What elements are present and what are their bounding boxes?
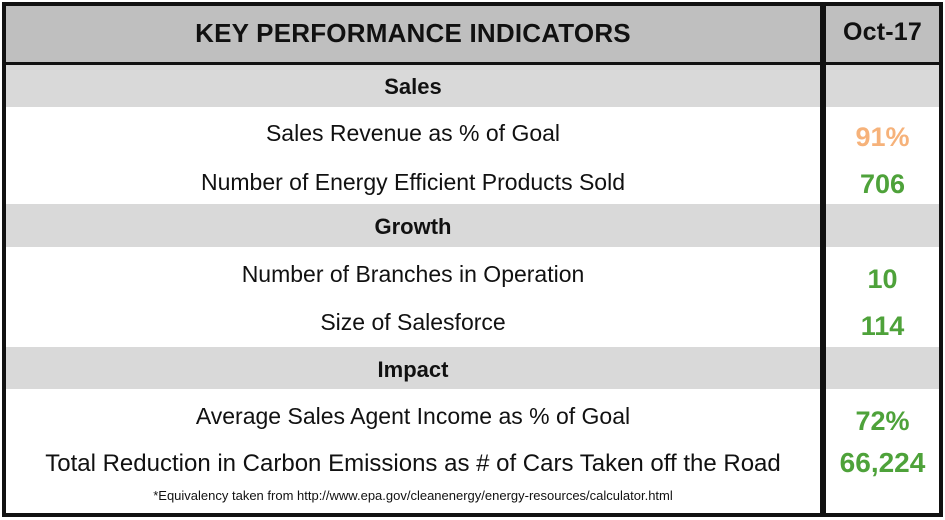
kpi-label-sales-revenue: Sales Revenue as % of Goal [265, 120, 561, 146]
period-label: Oct-17 [842, 18, 922, 46]
value-band-impact [826, 347, 939, 389]
kpi-label-agent-income: Average Sales Agent Income as % of Goal [195, 403, 631, 429]
kpi-value-products-sold: 706 [859, 169, 906, 199]
kpi-value-column: Oct-17 91% 706 10 114 72% 66,224 [822, 2, 943, 517]
table-title: KEY PERFORMANCE INDICATORS [195, 18, 631, 48]
kpi-value-sales-revenue: 91% [855, 122, 910, 152]
section-band-impact: Impact [6, 347, 820, 389]
period-divider [826, 62, 939, 65]
period-header-band: Oct-17 [826, 6, 939, 62]
kpi-label-column: KEY PERFORMANCE INDICATORS Sales Sales R… [2, 2, 824, 517]
kpi-value-branches: 10 [867, 264, 898, 294]
kpi-value-salesforce: 114 [860, 311, 905, 341]
section-band-sales: Sales [6, 65, 820, 107]
value-band-sales [826, 65, 939, 107]
header-divider [6, 62, 820, 65]
kpi-label-salesforce: Size of Salesforce [320, 309, 506, 335]
kpi-label-branches: Number of Branches in Operation [241, 261, 585, 287]
kpi-value-carbon-reduction: 66,224 [839, 447, 926, 478]
section-band-growth: Growth [6, 204, 820, 247]
section-title-impact: Impact [377, 357, 449, 382]
kpi-value-agent-income: 72% [855, 406, 910, 436]
footnote: *Equivalency taken from http://www.epa.g… [153, 488, 673, 503]
kpi-label-carbon-reduction: Total Reduction in Carbon Emissions as #… [45, 450, 781, 477]
section-title-sales: Sales [384, 74, 442, 99]
table-header-band: KEY PERFORMANCE INDICATORS [6, 6, 820, 62]
kpi-label-products-sold: Number of Energy Efficient Products Sold [200, 169, 625, 195]
section-title-growth: Growth [374, 214, 452, 239]
value-band-growth [826, 204, 939, 247]
